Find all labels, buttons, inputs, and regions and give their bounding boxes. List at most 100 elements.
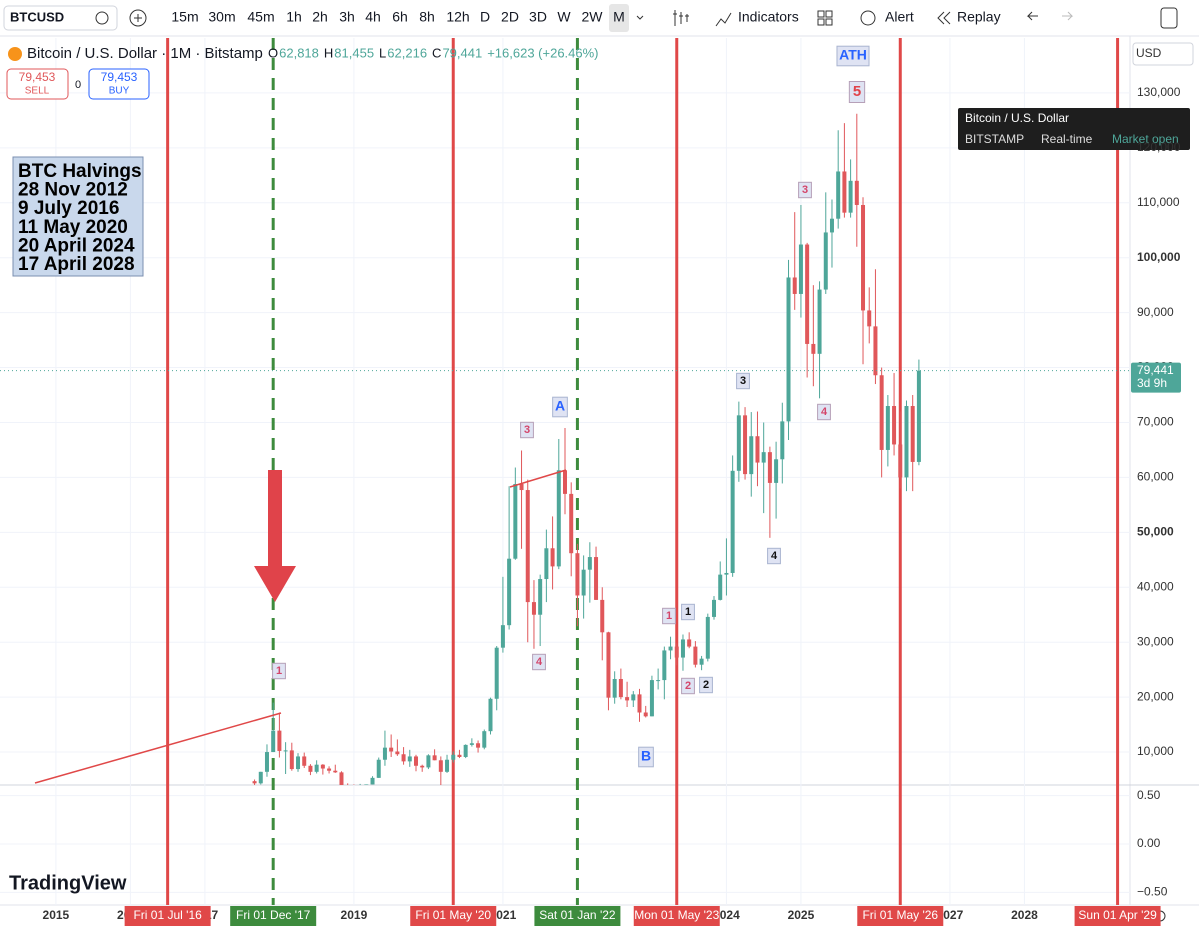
wave-label: 4 (771, 550, 778, 562)
candle-body (283, 750, 288, 752)
candle-body (705, 616, 710, 659)
symbol-box[interactable] (3, 5, 118, 31)
ohlc-value: 62,818 (279, 45, 319, 60)
candle-body (767, 452, 772, 483)
note-line: 28 Nov 2012 (18, 180, 128, 201)
interval[interactable]: 8h (419, 9, 435, 25)
candle-body (861, 204, 866, 311)
candle-body (327, 768, 332, 771)
wave-label-bg (532, 653, 546, 671)
wave-label: 5 (853, 83, 861, 100)
wave-label-bg (681, 677, 695, 695)
sell-price[interactable]: 79,453 (19, 70, 56, 84)
date-label-bg (857, 906, 944, 926)
candle-body (314, 764, 319, 772)
buy-price[interactable]: 79,453 (101, 70, 138, 84)
date-label: Fri 01 May '26 (862, 908, 938, 922)
wave-label: 1 (276, 665, 282, 677)
candle-body (451, 754, 456, 760)
interval[interactable]: 6h (392, 9, 408, 25)
last-price-tag (1131, 362, 1181, 393)
y-tick-label: 70,000 (1137, 415, 1174, 429)
interval[interactable]: W (557, 9, 571, 25)
date-label: Fri 01 Jul '16 (133, 908, 202, 922)
candle-body (575, 553, 580, 596)
pane2-tick-label: 0.50 (1137, 788, 1161, 802)
interval[interactable]: M (613, 9, 625, 25)
symbol-tooltip (958, 108, 1190, 150)
candle-body (712, 599, 717, 617)
alert-icon[interactable] (860, 10, 876, 26)
compare-button[interactable] (129, 9, 147, 27)
interval[interactable]: 3h (339, 9, 355, 25)
halvings-box (12, 156, 144, 277)
x-tick-label: 2027 (937, 908, 964, 922)
spread: 0 (75, 79, 81, 91)
candle-body (413, 756, 418, 766)
indicators[interactable]: Indicators (738, 9, 799, 25)
interval[interactable]: 4h (365, 9, 381, 25)
y-tick-label: 10,000 (1137, 744, 1174, 758)
undo[interactable] (1026, 11, 1038, 21)
buy-button[interactable] (88, 68, 150, 100)
interval[interactable]: 30m (208, 9, 235, 25)
replay-icon[interactable] (937, 11, 951, 25)
candle-body (594, 557, 599, 600)
x-tick-label: 2024 (713, 908, 740, 922)
alert[interactable]: Alert (885, 9, 914, 25)
candle-body (618, 678, 623, 698)
interval-dropdown[interactable] (636, 15, 644, 20)
interval[interactable]: 2h (312, 9, 328, 25)
wave-label-bg (798, 181, 812, 199)
interval[interactable]: 3D (529, 9, 547, 25)
interval[interactable]: 12h (446, 9, 469, 25)
candle-body (258, 771, 263, 784)
candle-body (631, 694, 636, 701)
ohlc-value: 62,216 (387, 45, 427, 60)
indicators-icon[interactable] (715, 12, 732, 27)
candle-body (457, 754, 462, 757)
sell-label[interactable]: SELL (25, 86, 50, 97)
y-tick-label: 60,000 (1137, 470, 1174, 484)
interval[interactable]: 45m (247, 9, 274, 25)
date-label-bg (534, 906, 621, 926)
candle-body (643, 712, 648, 717)
wave-label: 3 (524, 424, 530, 436)
layout-icon (825, 18, 833, 26)
buy-label[interactable]: BUY (109, 86, 130, 97)
interval[interactable]: 15m (171, 9, 198, 25)
redo[interactable] (1062, 11, 1074, 21)
countdown: 3d 9h (1137, 376, 1167, 390)
symbol[interactable]: BTCUSD (10, 9, 64, 24)
interval[interactable]: D (480, 9, 490, 25)
chart-type-icon[interactable] (673, 10, 689, 26)
interval[interactable]: 2D (501, 9, 519, 25)
interval[interactable]: 2W (582, 9, 604, 25)
candle-body (600, 599, 605, 633)
trend-line (34, 712, 282, 784)
sell-button[interactable] (6, 68, 69, 100)
currency[interactable]: USD (1136, 46, 1162, 60)
symbol-icon[interactable] (95, 11, 109, 25)
fullscreen[interactable] (1160, 7, 1178, 29)
candle-body (252, 781, 257, 784)
interval[interactable]: 1h (286, 9, 302, 25)
x-tick-label: 2019 (341, 908, 368, 922)
candle-body (656, 680, 661, 682)
wave-label: 2 (703, 679, 709, 691)
candle-body (426, 755, 431, 768)
candle-body (798, 244, 803, 294)
layout-icon[interactable] (817, 10, 825, 18)
candle-body (898, 444, 903, 478)
y-tick-label: 100,000 (1137, 250, 1181, 264)
candle-body (811, 343, 816, 354)
currency-box[interactable] (1132, 42, 1194, 66)
replay[interactable]: Replay (957, 9, 1001, 25)
note-line: 20 April 2024 (18, 235, 135, 256)
date-label: Fri 01 May '20 (415, 908, 491, 922)
date-label: Sat 01 Jan '22 (539, 908, 616, 922)
candle-body (538, 579, 543, 615)
candle-body (668, 646, 673, 651)
